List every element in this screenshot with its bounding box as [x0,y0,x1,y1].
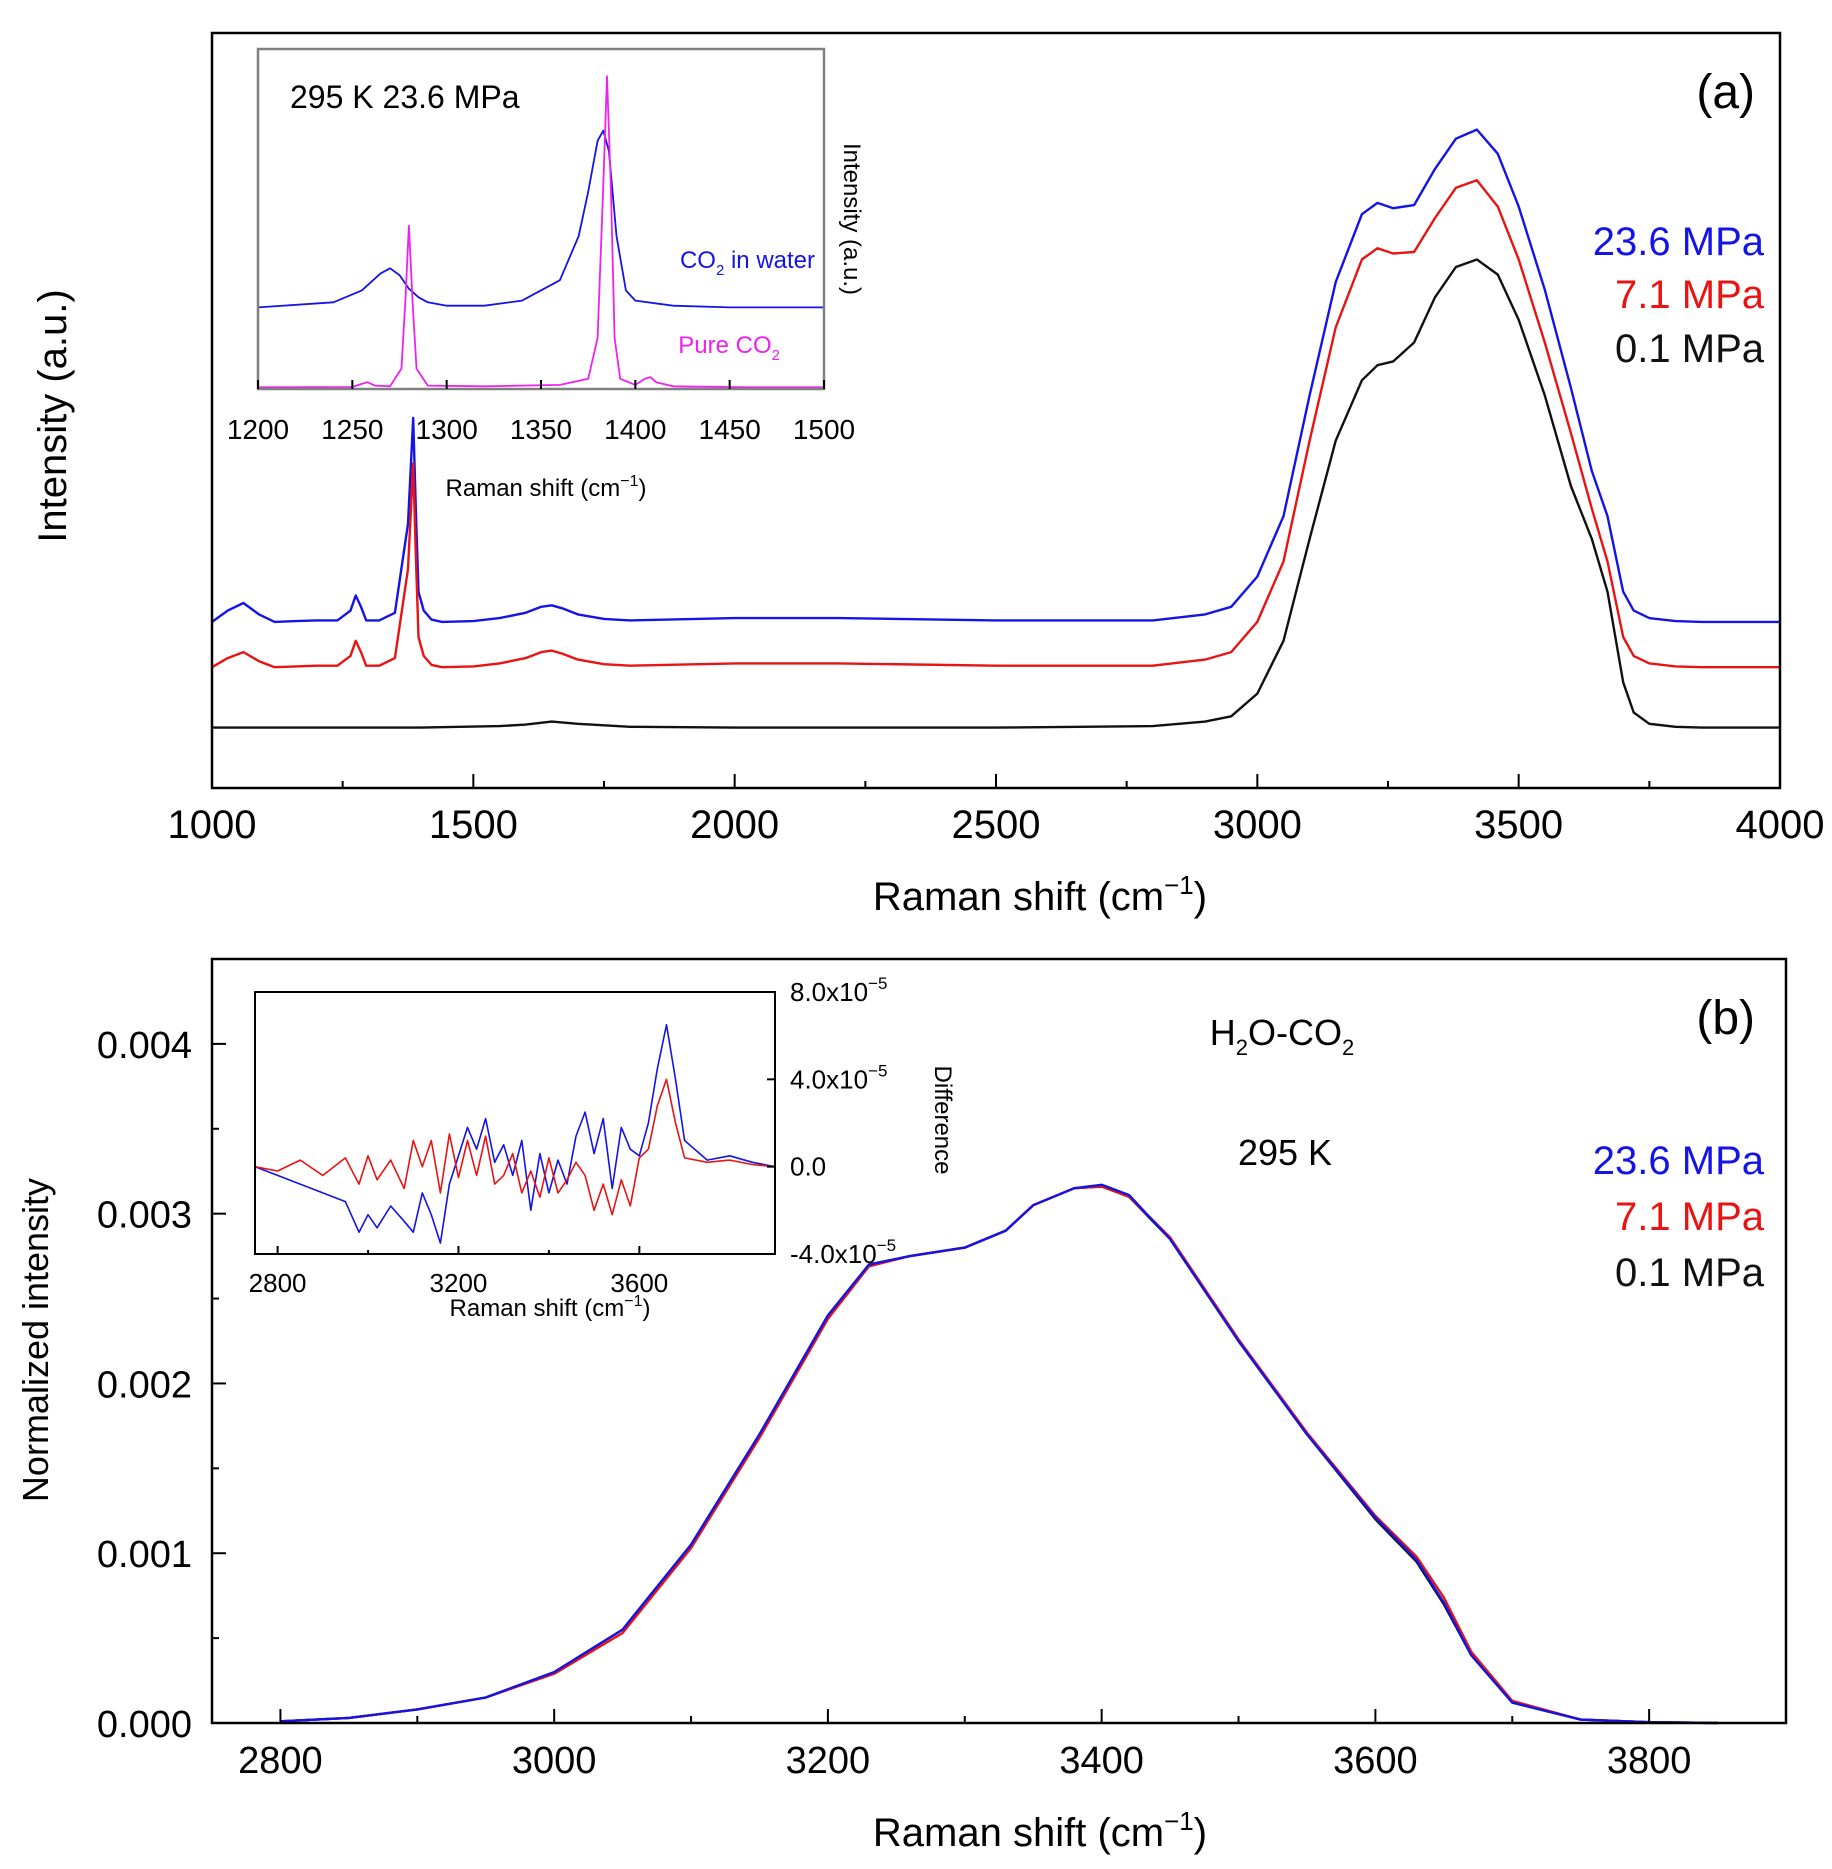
panel-b-inset-background [255,992,775,1254]
panel-b-inset-y-tick-label: 8.0x10−5 [790,974,887,1007]
panel-a-inset: 1200 1250 1300 1350 1400 1450 1500 295 K 23.6 … [227,47,865,502]
panel-a-inset-label-co2-in-water: CO2 in water [680,247,815,279]
panel-b-inset-y-tick-label: 4.0x10−5 [790,1061,887,1094]
panel-b-sample-label: H2O-CO2 [1210,1012,1355,1060]
panel-b-inset-ticks: 2800 3200 3600 8.0x10−5 4.0x10−5 0.0 -4.0x10−5 [249,974,896,1298]
panel-a-inset-x-tick-label: 1300 [416,414,478,445]
panel-a-inset-series-Pure-CO2 [257,75,824,389]
panel-b-inset-frame [254,991,776,1255]
panel-a-series-23-6-MPa [211,128,1780,624]
panel-a-y-axis-label: Intensity (a.u.) [31,289,75,542]
panel-a-x-tick-label: 2000 [690,803,779,847]
panel-a-legend-item: 7.1 MPa [1615,273,1765,317]
panel-b-inset: 2800 3200 3600 8.0x10−5 4.0x10−5 0.0 -4.0x10−5… [249,974,956,1322]
panel-b-legend-item: 23.6 MPa [1593,1139,1765,1183]
panel-b-x-axis-label: Raman shift (cm−1) [873,1806,1207,1855]
panel-a-inset-x-tick-label: 1350 [510,414,572,445]
panel-b-legend-item: 7.1 MPa [1615,1195,1765,1239]
panel-b-inset-series-7-1-MPa [254,1078,776,1216]
panel-b-series-23-6-MPa [280,1183,1718,1725]
panel-b-y-tick-label: 0.000 [97,1704,192,1746]
panel-a-x-tick-label: 3500 [1474,803,1563,847]
panel-b-x-tick-label: 3000 [512,1740,597,1782]
panel-a-x-tick-label: 1000 [168,803,257,847]
panel-b-inset-y-tick-label: 0.0 [790,1152,826,1182]
panel-b-inset-x-tick-label: 2800 [249,1268,307,1298]
panel-b-series [280,1183,1718,1725]
panel-b-inset-y-axis-label: Difference [929,1066,956,1175]
panel-a-inset-y-axis-label: Intensity (a.u.) [838,143,865,295]
panel-b-y-tick-label: 0.002 [97,1364,192,1406]
panel-a-inset-x-tick-label: 1400 [604,414,666,445]
panel-b-temperature-label: 295 K [1238,1132,1332,1173]
panel-a-inset-background [258,49,824,389]
panel-a-inset-x-tick-label: 1200 [227,414,289,445]
panel-a-legend-item: 23.6 MPa [1593,220,1765,264]
panel-a-inset-x-tick-label: 1500 [793,414,855,445]
panel-a-series-7-1-MPa [211,179,1780,669]
panel-a-inset-label-pure-co2: Pure CO2 [678,332,780,364]
panel-a-x-tick-label: 2500 [952,803,1041,847]
panel-a-label: (a) [1696,66,1755,119]
panel-a-x-tick-label: 1500 [429,803,518,847]
panel-b-x-tick-label: 3200 [786,1740,871,1782]
panel-b-x-tick-label: 3600 [1333,1740,1418,1782]
panel-b: 2800 3000 3200 3400 3600 3800 0.000 0.001 0.002 0… [15,957,1788,1855]
panel-b-ticks: 2800 3000 3200 3400 3600 3800 0.000 0.001 0.002 0… [97,1025,1691,1782]
panel-a-x-tick-label: 3000 [1213,803,1302,847]
panel-b-x-tick-label: 2800 [238,1740,323,1782]
panel-a-x-ticks: 1000 1500 2000 2500 3000 3500 4000 [168,774,1825,847]
panel-b-inset-x-tick-label: 3600 [610,1268,668,1298]
panel-a-legend: 23.6 MPa 7.1 MPa 0.1 MPa [1593,220,1765,371]
panel-a-x-axis-label: Raman shift (cm−1) [873,870,1207,919]
panel-b-frame [210,957,1788,1725]
panel-b-x-tick-label: 3800 [1607,1740,1692,1782]
panel-b-inset-series [254,1024,776,1244]
panel-b-x-tick-label: 3400 [1059,1740,1144,1782]
panel-b-y-tick-label: 0.003 [97,1195,192,1237]
panel-a-inset-title: 295 K 23.6 MPa [290,79,520,115]
panel-b-y-tick-label: 0.001 [97,1534,192,1576]
panel-a-series-0-1-MPa [212,258,1780,729]
panel-b-inset-x-axis-label: Raman shift (cm−1) [450,1293,651,1322]
panel-b-label: (b) [1696,992,1755,1045]
panel-b-inset-x-tick-label: 3200 [430,1268,488,1298]
panel-a-inset-x-tick-label: 1450 [699,414,761,445]
panel-b-y-tick-label: 0.004 [97,1025,192,1067]
panel-a-legend-item: 0.1 MPa [1615,327,1765,371]
panel-a-x-tick-label: 4000 [1736,803,1825,847]
panel-a-inset-x-axis-label: Raman shift (cm−1) [446,473,647,502]
panel-a-inset-series [257,75,824,389]
panel-b-y-axis-label: Normalized intensity [15,1178,56,1502]
panel-b-inset-series-23-6-MPa [254,1024,776,1244]
panel-b-legend-item: 0.1 MPa [1615,1251,1765,1295]
panel-a-inset-x-tick-label: 1250 [321,414,383,445]
panel-b-inset-y-tick-label: -4.0x10−5 [790,1236,896,1269]
panel-b-legend: 23.6 MPa 7.1 MPa 0.1 MPa [1593,1139,1765,1295]
panel-a: 1000 1500 2000 2500 3000 3500 4000 (a) 23.6 MP… [31,31,1825,919]
panel-a-series [211,128,1780,729]
panel-a-inset-series-CO2-in-water [257,129,824,309]
panel-a-inset-x-ticks: 1200 1250 1300 1350 1400 1450 1500 [227,380,855,445]
